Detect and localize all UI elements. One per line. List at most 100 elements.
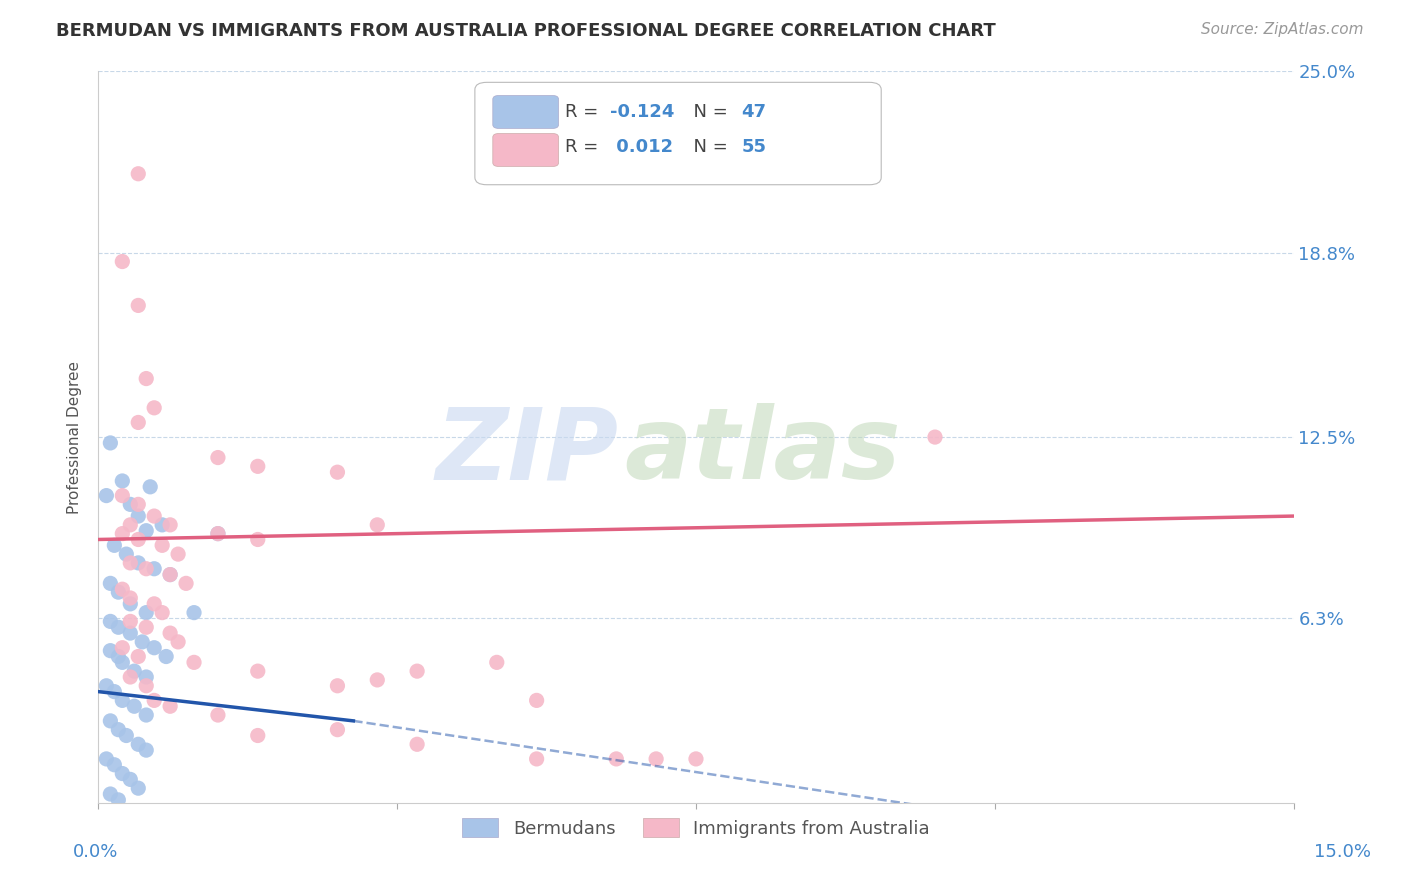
Point: [685, 752, 707, 766]
Point: [120, 626, 142, 640]
Point: [143, 562, 166, 576]
Point: [174, 576, 197, 591]
Point: [605, 752, 627, 766]
Point: [98, 714, 122, 728]
Point: [406, 664, 429, 678]
Point: [135, 371, 157, 385]
Point: [120, 497, 142, 511]
Point: [111, 656, 134, 670]
Text: ZIP: ZIP: [436, 403, 619, 500]
Text: 15.0%: 15.0%: [1315, 843, 1371, 861]
Point: [127, 509, 149, 524]
Point: [111, 474, 134, 488]
Point: [120, 597, 142, 611]
Point: [98, 787, 122, 801]
Legend: Bermudans, Immigrants from Australia: Bermudans, Immigrants from Australia: [451, 807, 941, 848]
Point: [124, 699, 146, 714]
Text: R =: R =: [565, 103, 603, 120]
Point: [127, 556, 149, 570]
Point: [98, 615, 122, 629]
Text: 0.012: 0.012: [610, 137, 673, 156]
Point: [159, 517, 181, 532]
Point: [326, 723, 349, 737]
Point: [120, 517, 142, 532]
Point: [159, 567, 181, 582]
Point: [366, 673, 388, 687]
FancyBboxPatch shape: [494, 95, 558, 128]
Point: [246, 664, 269, 678]
Point: [167, 547, 190, 561]
Point: [127, 298, 149, 312]
Text: 47: 47: [741, 103, 766, 120]
Point: [246, 533, 269, 547]
Point: [111, 489, 134, 503]
Point: [96, 489, 118, 503]
Point: [127, 416, 149, 430]
Point: [135, 670, 157, 684]
Point: [326, 679, 349, 693]
Point: [135, 606, 157, 620]
Point: [103, 538, 125, 552]
Point: [107, 620, 129, 634]
Text: atlas: atlas: [624, 403, 901, 500]
Point: [135, 620, 157, 634]
Point: [207, 526, 229, 541]
Point: [139, 480, 162, 494]
Point: [207, 708, 229, 723]
Point: [103, 684, 125, 698]
FancyBboxPatch shape: [475, 82, 882, 185]
Point: [135, 562, 157, 576]
Point: [120, 556, 142, 570]
Point: [207, 450, 229, 465]
Point: [150, 606, 173, 620]
Point: [526, 693, 548, 707]
Point: [143, 509, 166, 524]
Point: [107, 585, 129, 599]
Point: [111, 582, 134, 597]
Point: [924, 430, 946, 444]
Point: [111, 640, 134, 655]
Point: [406, 737, 429, 751]
Point: [120, 772, 142, 787]
Point: [124, 664, 146, 678]
Point: [150, 517, 173, 532]
Point: [127, 497, 149, 511]
FancyBboxPatch shape: [494, 134, 558, 167]
Y-axis label: Professional Degree: Professional Degree: [67, 360, 83, 514]
Point: [107, 649, 129, 664]
Point: [107, 723, 129, 737]
Point: [127, 781, 149, 796]
Point: [526, 752, 548, 766]
Point: [111, 526, 134, 541]
Text: N =: N =: [682, 103, 733, 120]
Point: [183, 656, 205, 670]
Point: [127, 649, 149, 664]
Text: -0.124: -0.124: [610, 103, 675, 120]
Text: BERMUDAN VS IMMIGRANTS FROM AUSTRALIA PROFESSIONAL DEGREE CORRELATION CHART: BERMUDAN VS IMMIGRANTS FROM AUSTRALIA PR…: [56, 22, 995, 40]
Point: [135, 743, 157, 757]
Point: [366, 517, 388, 532]
Point: [98, 576, 122, 591]
Point: [115, 547, 138, 561]
Point: [127, 167, 149, 181]
Text: 0.0%: 0.0%: [73, 843, 118, 861]
Point: [120, 670, 142, 684]
Point: [207, 526, 229, 541]
Point: [143, 401, 166, 415]
Point: [159, 626, 181, 640]
Point: [111, 254, 134, 268]
Point: [111, 693, 134, 707]
Point: [150, 538, 173, 552]
Point: [96, 752, 118, 766]
Point: [98, 436, 122, 450]
Point: [143, 693, 166, 707]
Point: [143, 597, 166, 611]
Point: [98, 643, 122, 657]
Point: [159, 567, 181, 582]
Point: [246, 459, 269, 474]
Point: [107, 793, 129, 807]
Point: [645, 752, 668, 766]
Point: [115, 729, 138, 743]
Point: [485, 656, 508, 670]
Point: [120, 615, 142, 629]
